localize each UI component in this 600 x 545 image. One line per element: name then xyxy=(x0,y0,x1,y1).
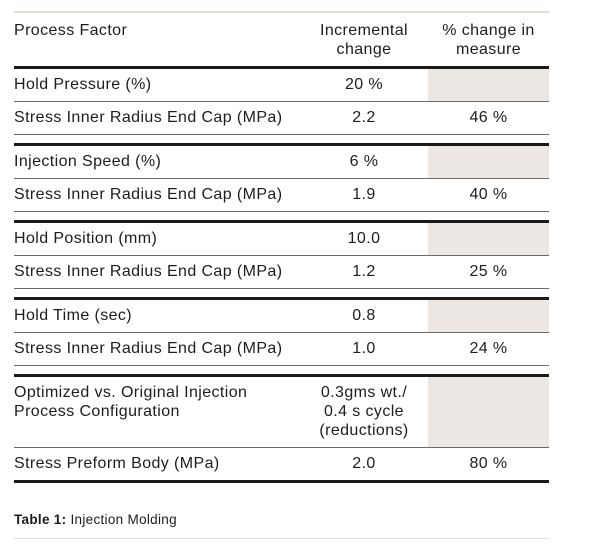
factor-pct-shaded-cell xyxy=(428,69,549,101)
table-group-hold-position: Hold Position (mm) 10.0 Stress Inner Rad… xyxy=(14,220,549,289)
factor-incremental-change: 6 % xyxy=(349,153,379,170)
result-row: Stress Inner Radius End Cap (MPa) 1.2 25… xyxy=(14,256,549,289)
result-pct-change: 46 % xyxy=(469,109,508,126)
factor-row: Optimized vs. Original Injection Process… xyxy=(14,377,549,448)
factor-name: Hold Time (sec) xyxy=(14,307,133,324)
factor-name: Optimized vs. Original Injection Process… xyxy=(14,384,248,420)
result-incremental-change: 2.0 xyxy=(352,455,376,472)
factor-incremental-change: 0.8 xyxy=(352,307,376,324)
result-pct-change: 25 % xyxy=(469,263,508,280)
result-row: Stress Inner Radius End Cap (MPa) 2.2 46… xyxy=(14,102,549,135)
result-incremental-change: 2.2 xyxy=(352,109,376,126)
caption-title: Injection Molding xyxy=(70,512,177,527)
factor-pct-shaded-cell xyxy=(428,377,549,447)
result-row: Stress Inner Radius End Cap (MPa) 1.0 24… xyxy=(14,333,549,366)
factor-incremental-change: 10.0 xyxy=(347,230,381,247)
header-process-factor: Process Factor xyxy=(14,22,128,39)
factor-pct-shaded-cell xyxy=(428,223,549,255)
table-group-hold-pressure: Hold Pressure (%) 20 % Stress Inner Radi… xyxy=(14,66,549,135)
factor-row: Injection Speed (%) 6 % xyxy=(14,146,549,179)
result-name: Stress Preform Body (MPa) xyxy=(14,455,220,472)
result-name: Stress Inner Radius End Cap (MPa) xyxy=(14,109,283,126)
factor-incremental-change: 0.3gms wt./ 0.4 s cycle (reductions) xyxy=(319,384,409,439)
factor-row: Hold Pressure (%) 20 % xyxy=(14,69,549,102)
factor-name: Hold Pressure (%) xyxy=(14,76,152,93)
table-caption: Table 1: Injection Molding xyxy=(14,511,549,539)
factor-pct-shaded-cell xyxy=(428,300,549,332)
result-name: Stress Inner Radius End Cap (MPa) xyxy=(14,186,283,203)
header-incremental-change: Incremental change xyxy=(320,22,408,58)
table-group-hold-time: Hold Time (sec) 0.8 Stress Inner Radius … xyxy=(14,297,549,366)
factor-incremental-change: 20 % xyxy=(344,76,384,93)
result-row: Stress Inner Radius End Cap (MPa) 1.9 40… xyxy=(14,179,549,212)
table-group-injection-speed: Injection Speed (%) 6 % Stress Inner Rad… xyxy=(14,143,549,212)
factor-row: Hold Time (sec) 0.8 xyxy=(14,300,549,333)
factor-name: Hold Position (mm) xyxy=(14,230,158,247)
result-incremental-change: 1.9 xyxy=(352,186,376,203)
result-pct-change: 24 % xyxy=(469,340,508,357)
result-incremental-change: 1.2 xyxy=(352,263,376,280)
factor-row: Hold Position (mm) 10.0 xyxy=(14,223,549,256)
result-name: Stress Inner Radius End Cap (MPa) xyxy=(14,340,283,357)
result-pct-change: 40 % xyxy=(469,186,508,203)
table-group-optimized-configuration: Optimized vs. Original Injection Process… xyxy=(14,374,549,483)
result-pct-change: 80 % xyxy=(469,455,508,472)
result-row: Stress Preform Body (MPa) 2.0 80 % xyxy=(14,448,549,480)
factor-name: Injection Speed (%) xyxy=(14,153,162,170)
result-incremental-change: 1.0 xyxy=(352,340,376,357)
table-header-row: Process Factor Incremental change % chan… xyxy=(14,13,549,66)
header-pct-change-in-measure: % change in measure xyxy=(442,22,535,58)
process-table: Process Factor Incremental change % chan… xyxy=(14,11,549,483)
factor-pct-shaded-cell xyxy=(428,146,549,178)
caption-label: Table 1: xyxy=(14,512,67,527)
document-page: Process Factor Incremental change % chan… xyxy=(14,11,549,539)
result-name: Stress Inner Radius End Cap (MPa) xyxy=(14,263,283,280)
